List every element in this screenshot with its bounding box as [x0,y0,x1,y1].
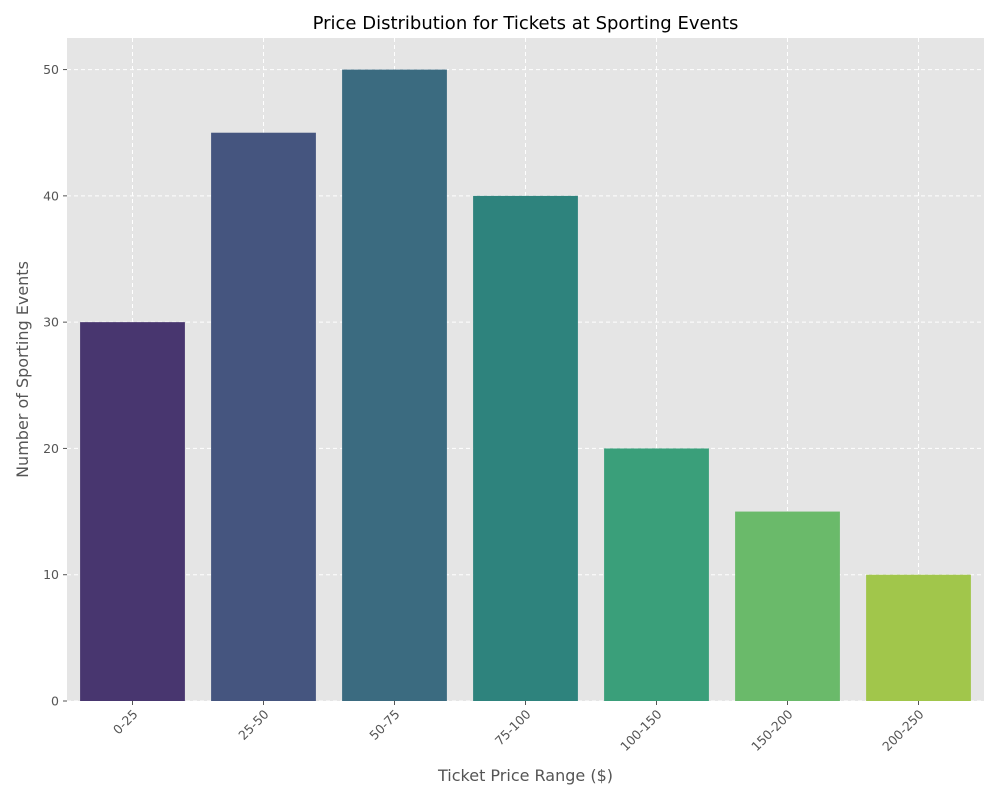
y-tick-label: 30 [43,315,59,330]
y-tick-label: 40 [43,188,59,203]
chart-title: Price Distribution for Tickets at Sporti… [313,13,739,34]
bar-25-50 [211,132,316,701]
x-tick-label: 100-150 [617,706,665,754]
y-axis-label: Number of Sporting Events [13,261,32,478]
x-tick-label: 200-250 [879,706,927,754]
bar-100-150 [604,448,709,701]
y-tick-label: 20 [43,441,59,456]
x-axis-label: Ticket Price Range ($) [437,766,613,785]
bar-150-200 [735,511,840,701]
x-axis-ticks: 0-25 25-50 50-75 75-100 100-150 150-200 200-25… [110,701,927,754]
x-tick-label: 150-200 [748,706,796,754]
x-tick-label: 50-75 [366,707,402,743]
bar-75-100 [473,195,578,701]
x-tick-label: 25-50 [235,706,271,742]
y-axis-ticks: 0 10 20 30 40 50 [43,62,67,709]
x-tick-label: 75-100 [492,706,534,748]
bars [80,69,971,702]
bar-0-25 [80,322,185,701]
y-tick-label: 50 [43,62,59,77]
bar-50-75 [342,69,447,702]
x-tick-label: 0-25 [110,707,141,738]
y-tick-label: 0 [51,694,59,709]
y-tick-label: 10 [43,567,59,582]
bar-200-250 [866,574,971,701]
